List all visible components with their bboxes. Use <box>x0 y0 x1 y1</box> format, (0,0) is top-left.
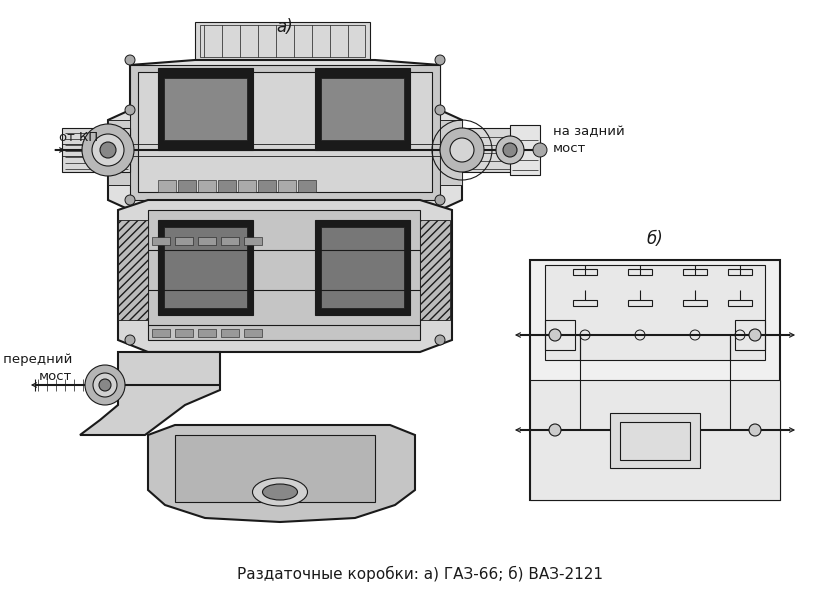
Bar <box>321 78 404 140</box>
Bar <box>218 180 236 192</box>
Bar <box>628 300 652 306</box>
Bar <box>545 265 765 360</box>
Bar <box>244 237 262 245</box>
Bar <box>221 329 239 337</box>
Circle shape <box>93 373 117 397</box>
Circle shape <box>100 142 116 158</box>
Bar <box>238 180 256 192</box>
Bar <box>198 180 216 192</box>
Circle shape <box>450 138 474 162</box>
Circle shape <box>503 143 517 157</box>
Bar <box>728 269 752 275</box>
Ellipse shape <box>253 478 307 506</box>
Bar <box>158 220 253 315</box>
Bar <box>108 120 130 185</box>
Bar <box>683 269 707 275</box>
Bar <box>530 260 780 500</box>
Polygon shape <box>108 60 462 210</box>
Bar <box>164 78 247 140</box>
Circle shape <box>85 365 125 405</box>
Bar <box>683 300 707 306</box>
Bar <box>628 269 652 275</box>
Polygon shape <box>148 425 415 522</box>
Bar <box>728 300 752 306</box>
Circle shape <box>92 134 124 166</box>
Bar <box>462 128 512 172</box>
Circle shape <box>749 329 761 341</box>
Bar <box>175 237 193 245</box>
Bar <box>735 320 765 350</box>
Circle shape <box>435 55 445 65</box>
Bar <box>175 435 375 502</box>
Circle shape <box>549 424 561 436</box>
Bar <box>573 300 597 306</box>
Bar <box>440 120 462 185</box>
Bar <box>198 329 216 337</box>
Bar <box>164 227 247 308</box>
Bar <box>178 180 196 192</box>
Bar <box>321 227 404 308</box>
Bar <box>610 413 700 468</box>
Text: на передний
мост: на передний мост <box>0 353 72 383</box>
Bar <box>175 329 193 337</box>
Bar <box>244 329 262 337</box>
Bar <box>198 237 216 245</box>
Bar <box>152 237 170 245</box>
Text: от КП: от КП <box>59 131 98 144</box>
Circle shape <box>125 105 135 115</box>
Bar <box>108 120 130 185</box>
Text: Раздаточные коробки: а) ГАЗ-66; б) ВАЗ-2121: Раздаточные коробки: а) ГАЗ-66; б) ВАЗ-2… <box>237 566 603 582</box>
Bar <box>530 380 780 500</box>
Bar <box>158 68 253 150</box>
Polygon shape <box>80 352 220 435</box>
Bar <box>62 128 130 172</box>
Bar <box>420 220 450 320</box>
Circle shape <box>435 195 445 205</box>
Bar <box>510 125 540 175</box>
Circle shape <box>549 329 561 341</box>
Bar <box>195 22 370 60</box>
Circle shape <box>82 124 134 176</box>
Bar <box>440 120 462 185</box>
Circle shape <box>440 128 484 172</box>
Bar <box>620 422 690 460</box>
Bar <box>200 25 365 57</box>
Ellipse shape <box>263 484 297 500</box>
Circle shape <box>435 335 445 345</box>
Bar <box>278 180 296 192</box>
Text: на задний
мост: на задний мост <box>553 125 625 155</box>
Circle shape <box>496 136 524 164</box>
Bar <box>138 72 432 192</box>
Bar <box>258 180 276 192</box>
Bar <box>315 68 410 150</box>
Text: а): а) <box>276 18 293 36</box>
Circle shape <box>125 335 135 345</box>
Bar <box>118 220 148 320</box>
Bar <box>152 329 170 337</box>
Circle shape <box>99 379 111 391</box>
Bar <box>148 210 420 340</box>
Bar <box>545 320 575 350</box>
Circle shape <box>125 55 135 65</box>
Bar <box>130 65 440 200</box>
Text: б): б) <box>647 230 664 248</box>
Circle shape <box>125 195 135 205</box>
Circle shape <box>533 143 547 157</box>
Bar <box>158 180 176 192</box>
Polygon shape <box>118 200 452 352</box>
Circle shape <box>749 424 761 436</box>
Bar <box>573 269 597 275</box>
Bar <box>315 220 410 315</box>
Circle shape <box>435 105 445 115</box>
Bar <box>298 180 316 192</box>
Bar <box>221 237 239 245</box>
